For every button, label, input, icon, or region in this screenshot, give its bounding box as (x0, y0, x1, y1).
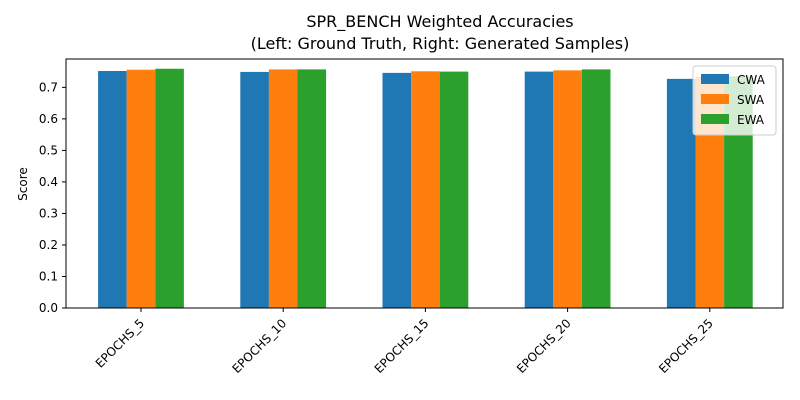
bar-swa-epochs_20 (553, 70, 582, 308)
y-axis: 0.0 0.1 0.2 0.3 0.4 0.5 0.6 0.7 (39, 80, 66, 315)
legend-label-cwa: CWA (737, 73, 766, 87)
y-tick-label: 0.2 (39, 238, 58, 252)
y-tick-label: 0.0 (39, 301, 58, 315)
x-tick-label: EPOCHS_20 (514, 316, 574, 376)
bar-swa-epochs_5 (126, 69, 156, 308)
legend-label-swa: SWA (737, 93, 765, 107)
y-axis-label: Score (16, 167, 30, 201)
bar-cwa-epochs_5 (98, 70, 127, 308)
bar-cwa-epochs_25 (666, 78, 696, 308)
y-tick-label: 0.1 (39, 269, 58, 283)
x-tick-label: EPOCHS_5 (93, 316, 147, 370)
x-axis: EPOCHS_5 EPOCHS_10 EPOCHS_15 EPOCHS_20 EPOCH… (93, 308, 716, 376)
legend-swatch-ewa (701, 114, 729, 124)
legend-swatch-swa (701, 94, 729, 104)
legend-swatch-cwa (701, 74, 729, 84)
y-tick-label: 0.6 (39, 112, 58, 126)
y-tick-label: 0.4 (39, 175, 58, 189)
x-tick-label: EPOCHS_15 (372, 316, 432, 376)
bar-ewa-epochs_20 (581, 69, 611, 309)
bar-swa-epochs_10 (268, 69, 298, 309)
bar-ewa-epochs_15 (439, 71, 469, 308)
bar-ewa-epochs_10 (297, 69, 327, 309)
y-tick-label: 0.7 (39, 80, 58, 94)
legend-label-ewa: EWA (737, 113, 765, 127)
bar-cwa-epochs_15 (382, 72, 412, 309)
y-tick-label: 0.3 (39, 206, 58, 220)
chart-subtitle: (Left: Ground Truth, Right: Generated Sa… (251, 34, 630, 53)
chart-title: SPR_BENCH Weighted Accuracies (306, 12, 573, 32)
bar-swa-epochs_15 (411, 71, 440, 308)
legend: CWA SWA EWA (692, 65, 777, 136)
y-tick-label: 0.5 (39, 143, 58, 157)
bar-cwa-epochs_20 (524, 71, 554, 308)
bars-group (98, 68, 753, 309)
x-tick-label: EPOCHS_25 (656, 316, 716, 376)
plot-frame (65, 58, 784, 309)
bar-ewa-epochs_5 (155, 68, 184, 309)
x-tick-label: EPOCHS_10 (230, 316, 290, 376)
bar-cwa-epochs_10 (240, 71, 269, 308)
